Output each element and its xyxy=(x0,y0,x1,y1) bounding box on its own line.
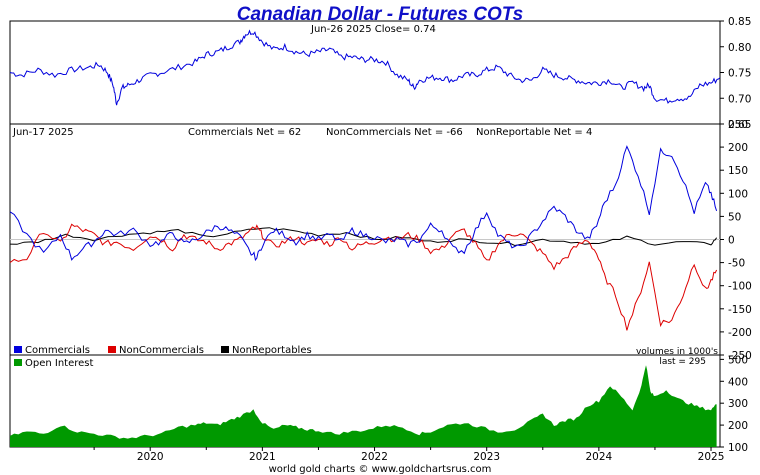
x-tick-label: 2022 xyxy=(361,451,388,463)
series-area-open-interest xyxy=(10,365,717,447)
positions-y-tick-label: 200 xyxy=(728,142,748,154)
chart-marks: 0.850.800.750.700.65250200150100500-50-1… xyxy=(9,16,752,463)
positions-y-tick-label: -250 xyxy=(728,350,752,362)
legend-swatch-nonreportables xyxy=(221,346,229,353)
series-line-price xyxy=(9,29,721,106)
x-tick-label: 2024 xyxy=(585,451,612,463)
legend-swatch-commercials xyxy=(14,346,22,353)
open-interest-y-tick-label: 200 xyxy=(728,420,748,432)
x-tick-label: 2020 xyxy=(137,451,164,463)
legend-label-nonreportables: NonReportables xyxy=(232,345,312,356)
positions-y-tick-label: -150 xyxy=(728,304,752,316)
positions-y-tick-label: 50 xyxy=(728,211,741,223)
noncommercials-net-label: NonCommercials Net = -66 xyxy=(326,127,463,138)
volumes-note: volumes in 1000's xyxy=(636,347,718,357)
open-interest-y-tick-label: 100 xyxy=(728,442,748,454)
price-y-tick-label: 0.85 xyxy=(728,16,751,28)
commercials-net-label: Commercials Net = 62 xyxy=(188,127,301,138)
chart-title: Canadian Dollar - Futures COTs xyxy=(237,4,523,25)
x-tick-label: 2023 xyxy=(473,451,500,463)
x-tick-label: 2021 xyxy=(249,451,276,463)
x-tick-label: 2025 xyxy=(698,451,725,463)
legend-label-noncommercials: NonCommercials xyxy=(119,345,204,356)
legend-label-open-interest: Open Interest xyxy=(25,358,94,369)
positions-y-tick-label: 100 xyxy=(728,188,748,200)
positions-y-tick-label: 250 xyxy=(728,119,748,131)
positions-y-tick-label: 0 xyxy=(728,235,735,247)
legend-swatch-open-interest xyxy=(14,359,22,366)
open-interest-y-tick-label: 300 xyxy=(728,398,748,410)
positions-y-tick-label: -200 xyxy=(728,327,752,339)
price-close-annotation: Jun-26 2025 Close= 0.74 xyxy=(310,24,436,35)
positions-legend: Commercials NonCommercials NonReportable… xyxy=(14,345,312,356)
open-interest-y-tick-label: 500 xyxy=(728,354,748,366)
series-line-noncommercials xyxy=(9,223,718,331)
open-interest-y-tick-label: 400 xyxy=(728,376,748,388)
positions-y-tick-label: -50 xyxy=(728,258,745,270)
positions-y-tick-label: -100 xyxy=(728,281,752,293)
legend-swatch-noncommercials xyxy=(108,346,116,353)
price-y-tick-label: 0.70 xyxy=(728,93,751,105)
price-y-tick-label: 0.80 xyxy=(728,42,751,54)
price-panel-frame xyxy=(9,20,721,125)
cot-report-date: Jun-17 2025 xyxy=(12,127,74,138)
series-line-commercials xyxy=(9,145,718,262)
nonreportable-net-label: NonReportable Net = 4 xyxy=(476,127,592,138)
price-y-tick-label: 0.65 xyxy=(728,119,751,131)
open-interest-last: last = 295 xyxy=(659,357,706,367)
price-y-tick-label: 0.75 xyxy=(728,68,751,80)
legend-label-commercials: Commercials xyxy=(25,345,90,356)
footer-credit: world gold charts © www.goldchartsrus.co… xyxy=(269,464,492,475)
positions-y-tick-label: 150 xyxy=(728,165,748,177)
